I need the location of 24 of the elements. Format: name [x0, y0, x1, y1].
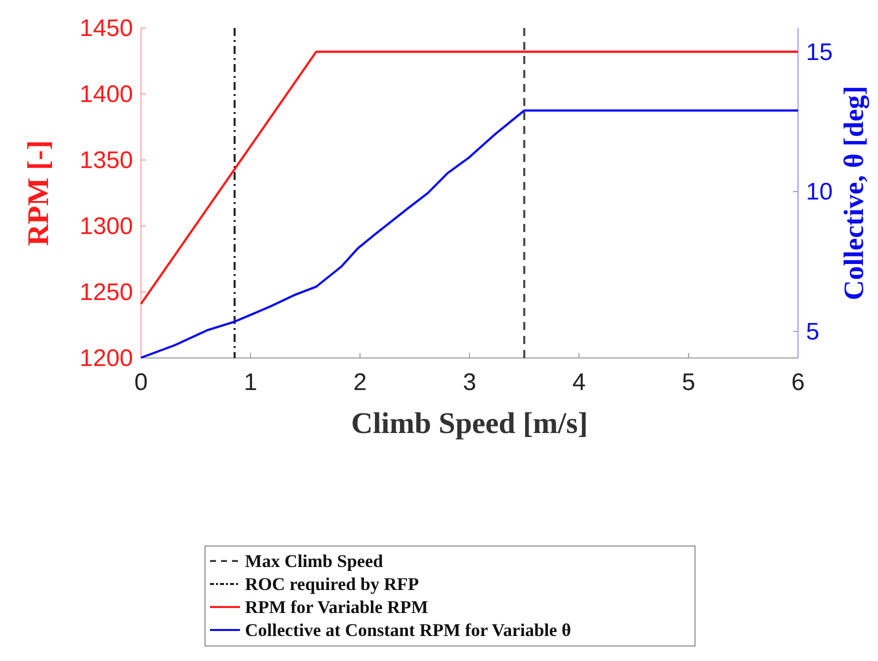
y-tick-label: 1200 [80, 345, 133, 372]
x-tick-label: 0 [134, 369, 148, 396]
y2-tick-label: 15 [806, 38, 833, 66]
y-tick-label: 1300 [80, 213, 133, 240]
x-tick-label: 2 [353, 369, 367, 396]
x-tick-label: 4 [572, 369, 586, 396]
line-series [140, 109, 800, 359]
legend-label: ROC required by RFP [245, 574, 419, 594]
legend-label: RPM for Variable RPM [245, 597, 428, 617]
y2-axis-title: Collective, θ [deg] [839, 86, 870, 300]
y2-tick-label: 5 [806, 318, 820, 346]
legend-label: Collective at Constant RPM for Variable θ [245, 620, 572, 640]
legend-label: Max Climb Speed [245, 551, 384, 571]
y-tick-label: 1250 [80, 279, 133, 306]
y-tick-label: 1400 [80, 81, 133, 108]
y2-tick-label: 10 [806, 178, 833, 206]
x-tick-label: 5 [682, 369, 696, 396]
y-tick-label: 1350 [80, 147, 133, 174]
x-axis-title: Climb Speed [m/s] [351, 407, 588, 440]
y-tick-label: 1450 [80, 15, 133, 42]
x-tick-label: 1 [244, 369, 258, 396]
x-tick-label: 6 [791, 369, 805, 396]
y-axis-title: RPM [-] [22, 140, 55, 246]
x-tick-label: 3 [462, 369, 476, 396]
